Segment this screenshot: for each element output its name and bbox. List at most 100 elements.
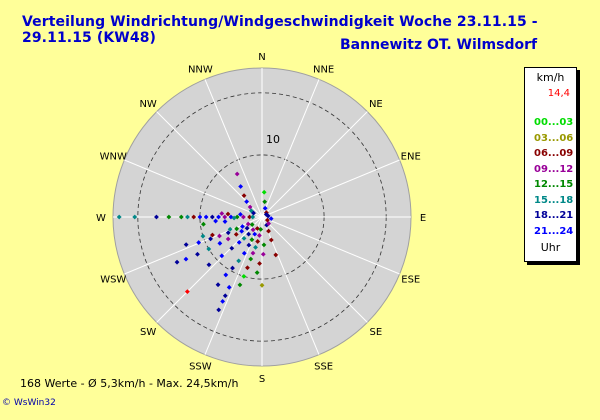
data-point-59 (246, 242, 252, 248)
direction-label-ne: NE (369, 99, 383, 110)
data-point-10 (209, 214, 215, 220)
direction-label-sse: SSE (314, 362, 333, 373)
direction-label-s: S (259, 374, 265, 385)
data-point-5 (178, 214, 184, 220)
data-point-61 (252, 231, 258, 237)
data-point-20 (225, 211, 231, 217)
data-point-14 (234, 214, 240, 220)
data-point-76 (254, 270, 260, 276)
legend-unit-label: Uhr (540, 241, 561, 254)
data-point-30 (234, 226, 240, 232)
data-point-81 (273, 252, 279, 258)
legend-bin-2: 03...06 (534, 132, 574, 144)
data-point-69 (245, 265, 250, 271)
data-point-66 (226, 284, 232, 290)
data-point-96 (265, 213, 271, 219)
data-point-48 (219, 253, 225, 259)
data-point-47 (206, 262, 212, 268)
direction-label-sw: SW (140, 327, 156, 338)
data-point-40 (217, 240, 223, 246)
data-point-88 (244, 199, 250, 205)
spoke-ese (261, 216, 400, 275)
stats-footer: 168 Werte - Ø 5,3km/h - Max. 24,5km/h (20, 377, 239, 390)
data-point-79 (260, 251, 266, 257)
spoke-ne (261, 111, 368, 218)
data-point-15 (240, 214, 246, 220)
direction-label-nnw: NNW (188, 64, 213, 75)
chart-title: Verteilung Windrichtung/Windgeschwindigk… (22, 14, 538, 46)
legend-bin-4: 09...12 (534, 163, 574, 175)
data-point-21 (201, 221, 206, 227)
data-point-70 (248, 256, 254, 262)
data-point-3 (154, 214, 159, 220)
data-point-74 (257, 233, 262, 238)
data-point-82 (268, 237, 274, 243)
data-point-27 (208, 236, 213, 242)
direction-label-e: E (420, 213, 426, 224)
data-point-92 (261, 189, 267, 195)
spoke-nw (156, 111, 263, 218)
data-point-99 (266, 221, 271, 226)
data-point-84 (264, 222, 270, 228)
data-point-64 (216, 307, 222, 313)
data-point-50 (236, 239, 242, 245)
legend-bin-5: 12...15 (534, 179, 574, 190)
spoke-ene (261, 159, 400, 218)
legend-bin-7: 18...21 (534, 210, 574, 221)
data-point-75 (258, 226, 264, 232)
spoke-wnw (124, 159, 263, 218)
data-point-100 (263, 212, 269, 217)
data-point-13 (228, 214, 234, 220)
grid (113, 68, 411, 366)
direction-label-ese: ESE (401, 275, 420, 286)
data-point-46 (184, 289, 190, 295)
data-point-24 (231, 215, 237, 221)
data-point-63 (220, 298, 226, 304)
data-point-89 (247, 204, 253, 210)
spoke-wsw (124, 216, 263, 275)
data-point-91 (251, 210, 256, 216)
data-point-25 (183, 242, 189, 248)
data-point-72 (253, 244, 258, 250)
data-point-52 (246, 231, 252, 237)
data-point-93 (262, 199, 268, 205)
data-point-80 (261, 242, 267, 248)
data-point-35 (227, 226, 233, 232)
data-point-49 (229, 245, 235, 251)
data-point-77 (257, 261, 262, 266)
data-point-44 (244, 225, 250, 231)
data-point-29 (225, 230, 231, 236)
data-point-39 (206, 246, 212, 252)
data-point-67 (237, 282, 243, 288)
legend-bin-3: 06...09 (534, 148, 574, 159)
data-point-28 (217, 233, 222, 239)
data-point-43 (239, 228, 245, 234)
legend-bin-6: 15...18 (534, 194, 574, 206)
spoke-nnw (204, 79, 263, 218)
data-point-19 (219, 211, 225, 216)
data-point-58 (241, 250, 247, 256)
data-point-18 (213, 218, 219, 224)
data-point-54 (215, 282, 221, 288)
direction-label-wsw: WSW (100, 275, 126, 286)
data-point-17 (250, 214, 256, 220)
data-point-23 (238, 211, 243, 217)
data-point-51 (241, 236, 247, 241)
data-point-53 (250, 227, 256, 233)
data-point-56 (230, 265, 235, 271)
data-point-86 (238, 184, 244, 189)
data-point-71 (250, 250, 256, 256)
data-point-26 (196, 240, 202, 245)
data-point-97 (268, 216, 274, 222)
direction-label-wnw: WNW (100, 151, 127, 162)
data-point-33 (200, 233, 206, 239)
direction-label-n: N (258, 52, 265, 63)
legend: km/h 14,4 00...03 03...06 06...09 09...12 12… (524, 67, 577, 262)
data-point-11 (216, 214, 221, 220)
direction-label-se: SE (370, 327, 383, 338)
data-point-85 (234, 171, 240, 177)
data-point-8 (197, 214, 203, 220)
data-point-45 (249, 222, 255, 228)
